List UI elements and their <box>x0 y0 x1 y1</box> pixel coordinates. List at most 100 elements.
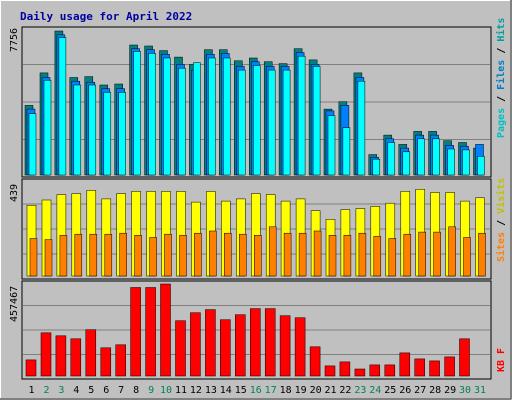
y-max-label-visits: 439 <box>9 184 20 202</box>
pages-bar <box>118 92 126 176</box>
kbytes-bar <box>40 332 52 377</box>
y-max-label-kbytes: 457467 <box>9 286 20 322</box>
pages-bar <box>178 67 186 176</box>
x-tick-label: 29 <box>444 385 456 396</box>
sites-bar <box>59 235 68 277</box>
x-tick-label: 24 <box>369 385 381 396</box>
kbytes-bar <box>25 359 37 377</box>
x-tick-label: 3 <box>58 385 64 396</box>
x-tick-label: 6 <box>103 385 109 396</box>
kbytes-bar <box>115 344 126 377</box>
x-tick-label: 20 <box>310 385 322 396</box>
sites-bar <box>164 233 172 277</box>
x-tick-label: 22 <box>339 385 351 396</box>
sites-bar <box>179 235 187 277</box>
kbytes-bar <box>279 315 291 377</box>
pages-bar <box>312 66 321 176</box>
pages-bar <box>387 142 396 176</box>
legend-kbytes-label: KB F <box>496 348 507 372</box>
pages-bar <box>58 37 67 176</box>
kbytes-bar <box>444 356 455 377</box>
sites-bar <box>239 233 247 277</box>
x-tick-label: 23 <box>354 385 366 396</box>
legend-kbytes: KB F <box>496 348 507 372</box>
sites-bar <box>313 230 322 277</box>
kbytes-bar <box>100 347 112 377</box>
sites-bar <box>44 239 53 277</box>
pages-bar <box>103 92 112 176</box>
kbytes-bar <box>85 329 97 377</box>
sites-bar <box>74 233 83 277</box>
sites-bar <box>268 226 277 277</box>
chart-title: Daily usage for April 2022 <box>20 10 192 23</box>
sites-bar <box>254 235 262 277</box>
legend-sep-1: / <box>496 90 507 102</box>
hits-bars <box>24 30 485 176</box>
x-tick-label: 26 <box>399 385 411 396</box>
kbytes-bar <box>429 360 440 377</box>
pages-bar <box>357 80 366 176</box>
kbytes-bar <box>399 352 411 377</box>
x-tick-label: 10 <box>160 385 172 396</box>
x-tick-label: 7 <box>118 385 124 396</box>
legend-hits: Pages / Files / Hits <box>495 18 507 138</box>
sites-bar <box>418 231 426 277</box>
pages-bar <box>43 80 52 176</box>
x-tick-label: 27 <box>414 385 426 396</box>
pages-bar <box>447 148 455 176</box>
visits-bars <box>26 189 486 277</box>
kbytes-bar <box>414 358 425 377</box>
sites-bar <box>194 232 202 277</box>
legend-visits-label: Visits <box>495 178 507 214</box>
svg-text:Pages / Files: Pages / Files / Hits <box>495 18 507 138</box>
kbytes-bar <box>309 346 321 377</box>
x-tick-label: 8 <box>133 385 139 396</box>
sites-bar <box>134 235 142 277</box>
pages-bar <box>238 69 246 176</box>
x-tick-label: 4 <box>73 385 79 396</box>
x-axis-labels: 1 2 3 4 5 6 7 8 9 10 11 12 13 14 15 16 17 18 19 20 21 22 23 24 2… <box>28 385 486 396</box>
pages-bar <box>477 156 485 176</box>
legend-files: Files <box>495 60 507 90</box>
pages-bar <box>208 57 216 176</box>
sites-bar <box>119 232 127 277</box>
pages-bar <box>88 84 97 176</box>
x-tick-label: 9 <box>148 385 154 396</box>
kbytes-bar <box>55 335 67 377</box>
x-tick-label: 2 <box>43 385 49 396</box>
kbytes-bar <box>250 308 261 377</box>
x-tick-label: 15 <box>235 385 247 396</box>
pages-bar <box>223 57 231 176</box>
pages-bar <box>417 138 425 176</box>
x-tick-label: 1 <box>28 385 34 396</box>
x-tick-label: 16 <box>250 385 262 396</box>
x-tick-label: 17 <box>265 385 277 396</box>
sites-bar <box>298 232 307 277</box>
legend-sep-2: / <box>496 42 507 54</box>
sites-bar <box>433 231 441 277</box>
x-tick-label: 21 <box>324 385 336 396</box>
kbytes-bar <box>235 314 246 377</box>
svg-text:Sites / Visits: Sites / Visits <box>495 178 507 262</box>
x-tick-label: 30 <box>459 385 471 396</box>
pages-bar <box>282 69 291 176</box>
kbytes-bar <box>205 309 216 377</box>
pages-bar <box>193 62 201 176</box>
pages-bar <box>462 149 470 176</box>
sites-bar <box>149 237 157 277</box>
sites-bar <box>29 238 38 277</box>
pages-bar <box>267 69 276 176</box>
x-tick-label: 12 <box>190 385 202 396</box>
pages-bar <box>297 55 306 176</box>
kbytes-bar <box>70 338 82 377</box>
kbytes-bar <box>354 368 366 377</box>
sites-bar <box>224 232 232 277</box>
kbytes-bar <box>130 287 141 377</box>
x-tick-label: 13 <box>205 385 217 396</box>
kbytes-bar <box>160 283 171 377</box>
pages-bar <box>163 57 171 176</box>
kbytes-bar <box>145 287 156 377</box>
pages-bar <box>432 138 440 176</box>
sites-bar <box>463 237 471 277</box>
